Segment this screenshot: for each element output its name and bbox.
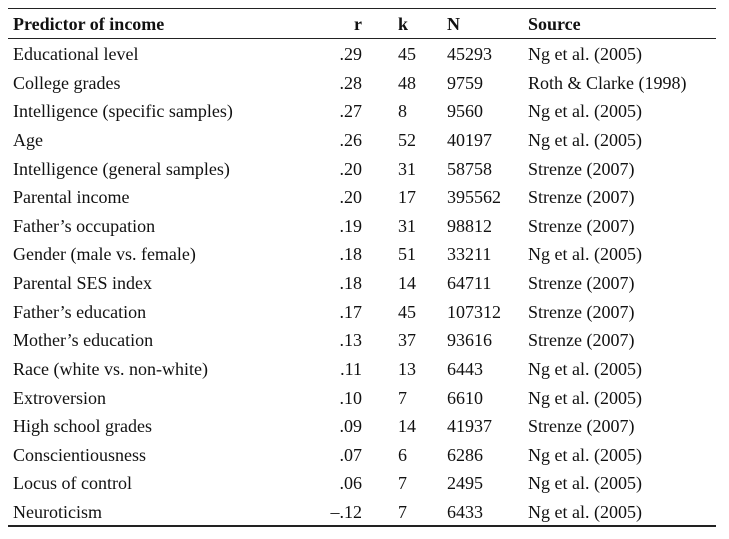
source-cell: Ng et al. (2005) — [528, 44, 642, 64]
n-value-cell: 64711 — [447, 273, 492, 293]
k-value-cell: 6 — [398, 444, 407, 465]
k-value-cell: 45 — [398, 44, 416, 64]
n-value-cell: 6443 — [447, 358, 483, 379]
n-value-cell: 41937 — [447, 416, 492, 437]
predictor-cell: Father’s education — [13, 301, 147, 322]
source-cell: Strenze (2007) — [528, 158, 635, 179]
predictor-cell: Conscientiousness — [13, 444, 146, 465]
source-cell: Ng et al. (2005) — [528, 502, 642, 522]
k-value-cell: 31 — [398, 158, 416, 179]
k-value-cell: 14 — [398, 416, 416, 437]
n-value-cell: 58758 — [447, 158, 492, 179]
k-value-cell: 37 — [398, 330, 416, 351]
n-value-cell: 6610 — [447, 387, 483, 408]
header-rule — [8, 38, 716, 39]
n-value-cell: 395562 — [447, 187, 501, 208]
k-value-cell: 7 — [398, 502, 407, 522]
n-value-cell: 9560 — [447, 101, 483, 122]
n-value-cell: 45293 — [447, 44, 492, 64]
k-value-cell: 14 — [398, 273, 416, 293]
predictor-cell: Neuroticism — [13, 502, 102, 522]
predictor-cell: Race (white vs. non-white) — [13, 358, 208, 379]
top-rule — [8, 8, 716, 9]
header-r-value: r — [354, 14, 362, 34]
r-value-cell: .13 — [339, 330, 363, 351]
source-cell: Ng et al. (2005) — [528, 129, 642, 150]
r-value-cell: .06 — [339, 473, 363, 494]
predictor-cell: Father’s occupation — [13, 215, 156, 236]
n-value-cell: 107312 — [447, 301, 501, 322]
k-value-cell: 13 — [398, 358, 416, 379]
k-value-cell: 48 — [398, 72, 416, 93]
predictor-cell: High school grades — [13, 416, 152, 437]
source-cell: Strenze (2007) — [528, 330, 635, 351]
r-value-cell: .19 — [339, 215, 363, 236]
r-value-cell: .29 — [339, 44, 363, 64]
k-value-cell: 8 — [398, 101, 407, 122]
source-cell: Roth & Clarke (1998) — [528, 72, 687, 93]
predictor-cell: Intelligence (general samples) — [13, 158, 230, 179]
bottom-rule — [8, 525, 716, 527]
r-value-cell: .20 — [339, 158, 363, 179]
n-value-cell: 6433 — [447, 502, 483, 522]
source-cell: Strenze (2007) — [528, 416, 635, 437]
r-value-cell: .10 — [339, 387, 363, 408]
r-value-cell: .09 — [339, 416, 363, 437]
n-value-cell: 33211 — [447, 244, 492, 265]
r-value-cell: .26 — [339, 129, 363, 150]
k-value-cell: 52 — [398, 129, 416, 150]
n-value-cell: 9759 — [447, 72, 483, 93]
r-value-cell: .11 — [340, 358, 362, 379]
source-cell: Ng et al. (2005) — [528, 387, 642, 408]
k-value-cell: 17 — [398, 187, 416, 208]
r-value-cell: .17 — [339, 301, 363, 322]
predictor-cell: Age — [13, 129, 43, 150]
k-value-cell: 7 — [398, 473, 407, 494]
source-cell: Ng et al. (2005) — [528, 244, 642, 265]
predictor-cell: Intelligence (specific samples) — [13, 101, 233, 122]
header-k-value: k — [398, 14, 409, 34]
source-cell: Strenze (2007) — [528, 273, 635, 293]
source-cell: Ng et al. (2005) — [528, 444, 642, 465]
r-value-cell: .18 — [339, 244, 363, 265]
source-cell: Strenze (2007) — [528, 301, 635, 322]
header-n-value: N — [447, 14, 460, 34]
header-source: Source — [528, 14, 581, 34]
predictor-cell: Parental SES index — [13, 273, 152, 293]
source-cell: Strenze (2007) — [528, 187, 635, 208]
r-value-cell: .27 — [339, 101, 363, 122]
source-cell: Ng et al. (2005) — [528, 358, 642, 379]
n-value-cell: 2495 — [447, 473, 483, 494]
predictor-cell: Locus of control — [13, 473, 132, 494]
k-value-cell: 7 — [398, 387, 407, 408]
k-value-cell: 45 — [398, 301, 416, 322]
header-predictor: Predictor of income — [13, 14, 165, 34]
predictor-cell: College grades — [13, 72, 121, 93]
r-value-cell: .07 — [339, 444, 363, 465]
predictor-cell: Gender (male vs. female) — [13, 244, 196, 265]
n-value-cell: 98812 — [447, 215, 492, 236]
predictor-cell: Parental income — [13, 187, 130, 208]
source-cell: Strenze (2007) — [528, 215, 635, 236]
source-cell: Ng et al. (2005) — [528, 101, 642, 122]
predictor-cell: Mother’s education — [13, 330, 154, 351]
r-value-cell: –.12 — [330, 502, 363, 522]
r-value-cell: .20 — [339, 187, 363, 208]
r-value-cell: .18 — [339, 273, 363, 293]
predictor-cell: Educational level — [13, 44, 139, 64]
n-value-cell: 93616 — [447, 330, 492, 351]
n-value-cell: 40197 — [447, 129, 492, 150]
predictor-cell: Extroversion — [13, 387, 106, 408]
k-value-cell: 51 — [398, 244, 416, 265]
r-value-cell: .28 — [339, 72, 363, 93]
n-value-cell: 6286 — [447, 444, 483, 465]
k-value-cell: 31 — [398, 215, 416, 236]
source-cell: Ng et al. (2005) — [528, 473, 642, 494]
